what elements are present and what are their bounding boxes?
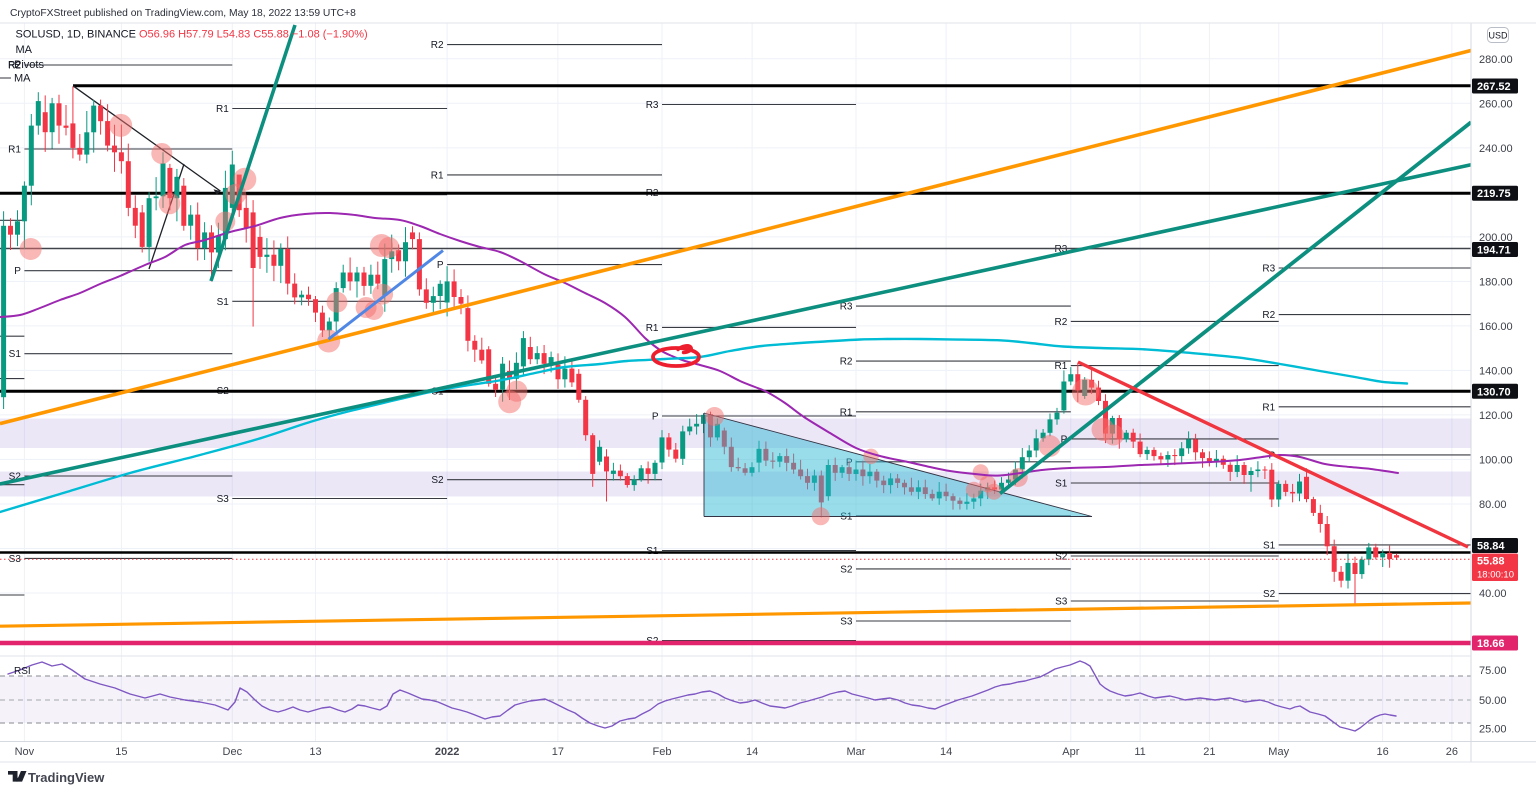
svg-text:160.00: 160.00 (1479, 321, 1513, 333)
svg-text:P: P (437, 260, 444, 271)
svg-text:R2: R2 (840, 357, 853, 368)
svg-text:TradingView: TradingView (28, 770, 105, 785)
svg-text:R2: R2 (1055, 317, 1068, 328)
svg-text:100.00: 100.00 (1479, 454, 1513, 466)
svg-text:S2: S2 (431, 475, 444, 486)
svg-text:Feb: Feb (653, 746, 672, 758)
svg-text:R1: R1 (840, 407, 853, 418)
svg-text:14: 14 (746, 746, 758, 758)
svg-text:R3: R3 (1055, 244, 1068, 255)
svg-text:R1: R1 (8, 145, 21, 156)
svg-text:R1: R1 (431, 170, 444, 181)
svg-text:58.84: 58.84 (1477, 541, 1505, 553)
svg-text:25.00: 25.00 (1479, 724, 1507, 736)
svg-text:267.52: 267.52 (1477, 81, 1511, 93)
svg-text:R1: R1 (646, 323, 659, 334)
svg-text:CryptoFXStreet published on Tr: CryptoFXStreet published on TradingView.… (10, 8, 356, 19)
svg-text:R1: R1 (216, 104, 229, 115)
svg-text:May: May (1268, 746, 1289, 758)
svg-text:55.88: 55.88 (1477, 556, 1505, 568)
svg-text:S1: S1 (9, 349, 22, 360)
svg-text:S2: S2 (840, 564, 853, 575)
svg-text:219.75: 219.75 (1477, 188, 1511, 200)
svg-text:R2: R2 (8, 61, 21, 72)
svg-text:280.00: 280.00 (1479, 54, 1513, 66)
svg-text:MA: MA (16, 44, 33, 56)
svg-text:S3: S3 (840, 617, 853, 628)
svg-text:P: P (652, 412, 659, 423)
svg-text:Apr: Apr (1062, 746, 1079, 758)
svg-text:RSI: RSI (14, 666, 31, 677)
svg-text:S1: S1 (1263, 540, 1276, 551)
svg-text:Mar: Mar (847, 746, 866, 758)
svg-text:120.00: 120.00 (1479, 410, 1513, 422)
svg-text:50.00: 50.00 (1479, 695, 1507, 707)
svg-text:21: 21 (1203, 746, 1215, 758)
svg-text:S3: S3 (1055, 597, 1068, 608)
svg-text:R3: R3 (840, 302, 853, 313)
svg-text:14: 14 (940, 746, 952, 758)
svg-text:194.71: 194.71 (1477, 245, 1511, 257)
svg-text:MA: MA (14, 73, 31, 85)
svg-text:S2: S2 (1263, 589, 1276, 600)
svg-text:18:00:10: 18:00:10 (1477, 570, 1514, 581)
svg-text:2022: 2022 (435, 746, 459, 758)
svg-text:S1: S1 (217, 297, 230, 308)
svg-text:S3: S3 (9, 554, 22, 565)
svg-text:S3: S3 (217, 494, 230, 505)
svg-text:240.00: 240.00 (1479, 143, 1513, 155)
svg-text:Pivots: Pivots (14, 59, 44, 71)
svg-text:R1: R1 (1055, 361, 1068, 372)
svg-text:80.00: 80.00 (1479, 499, 1507, 511)
svg-text:260.00: 260.00 (1479, 98, 1513, 110)
svg-text:R2: R2 (8, 60, 21, 71)
svg-text:P: P (1061, 434, 1068, 445)
svg-text:16: 16 (1376, 746, 1388, 758)
svg-text:S2: S2 (9, 472, 22, 483)
svg-text:75.00: 75.00 (1479, 665, 1507, 677)
svg-text:200.00: 200.00 (1479, 232, 1513, 244)
svg-text:R1: R1 (1262, 402, 1275, 413)
svg-text:Nov: Nov (15, 746, 35, 758)
svg-text:140.00: 140.00 (1479, 365, 1513, 377)
svg-text:40.00: 40.00 (1479, 588, 1507, 600)
svg-text:11: 11 (1134, 746, 1145, 758)
svg-text:R3: R3 (646, 100, 659, 111)
svg-text:18.66: 18.66 (1477, 638, 1505, 650)
svg-text:P: P (14, 266, 21, 277)
svg-text:R2: R2 (431, 40, 444, 51)
svg-text:26: 26 (1446, 746, 1458, 758)
svg-text:Dec: Dec (223, 746, 243, 758)
svg-text:15: 15 (115, 746, 127, 758)
svg-text:S2: S2 (1055, 552, 1068, 563)
svg-text:USD: USD (1488, 31, 1508, 41)
svg-text:130.70: 130.70 (1477, 386, 1511, 398)
svg-text:S1: S1 (1055, 479, 1068, 490)
svg-text:R3: R3 (1262, 264, 1275, 275)
svg-text:SOLUSD, 1D, BINANCE O56.96 H57: SOLUSD, 1D, BINANCE O56.96 H57.79 L54.83… (16, 29, 368, 41)
svg-text:17: 17 (552, 746, 564, 758)
svg-text:R2: R2 (1262, 310, 1275, 321)
svg-text:180.00: 180.00 (1479, 276, 1513, 288)
svg-text:13: 13 (309, 746, 321, 758)
